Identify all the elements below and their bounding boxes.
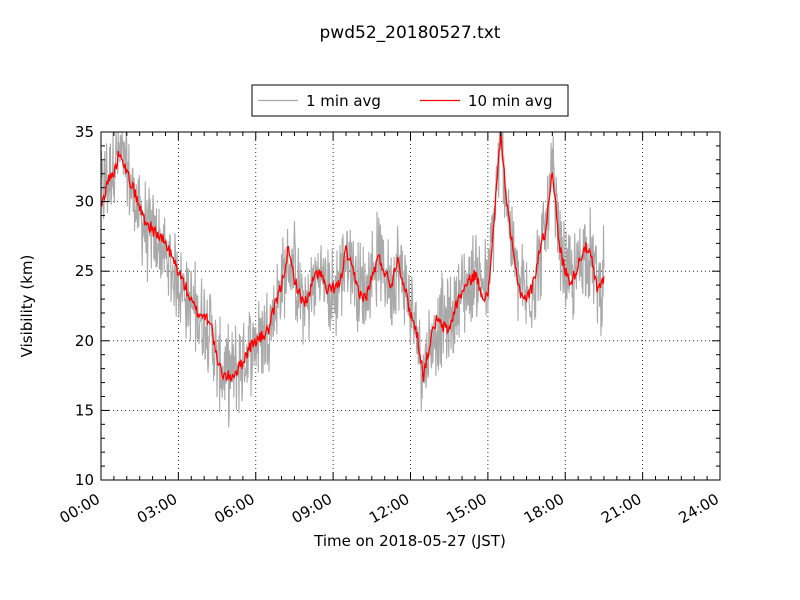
legend-label-10min: 10 min avg: [468, 92, 553, 110]
x-tick-label-7: 21:00: [598, 490, 644, 527]
series-line-1min: [100, 130, 605, 428]
legend-label-1min: 1 min avg: [306, 92, 381, 110]
x-axis-label: Time on 2018-05-27 (JST): [313, 532, 506, 550]
y-tick-label-4: 30: [75, 193, 94, 211]
chart-title: pwd52_20180527.txt: [320, 23, 501, 43]
y-tick-label-2: 20: [75, 332, 94, 350]
y-axis-label: Visibility (km): [18, 255, 36, 358]
x-tick-label-4: 12:00: [366, 490, 412, 527]
series-layer: [100, 130, 605, 428]
plot-frame: [100, 131, 721, 481]
y-tick-label-0: 10: [75, 471, 94, 489]
legend-box: [251, 84, 569, 117]
y-tick-label-1: 15: [75, 401, 94, 419]
x-tick-label-5: 15:00: [443, 490, 489, 527]
y-tick-label-5: 35: [75, 123, 94, 141]
x-tick-label-2: 06:00: [211, 490, 257, 527]
x-tick-label-6: 18:00: [521, 490, 567, 527]
series-line-10min: [100, 131, 605, 383]
x-tick-label-8: 24:00: [676, 490, 722, 527]
legend: 1 min avg 10 min avg: [251, 84, 569, 117]
x-tick-label-0: 00:00: [57, 490, 103, 527]
x-tick-label-3: 09:00: [289, 490, 335, 527]
y-tick-label-3: 25: [75, 262, 94, 280]
x-tick-label-1: 03:00: [134, 490, 180, 527]
